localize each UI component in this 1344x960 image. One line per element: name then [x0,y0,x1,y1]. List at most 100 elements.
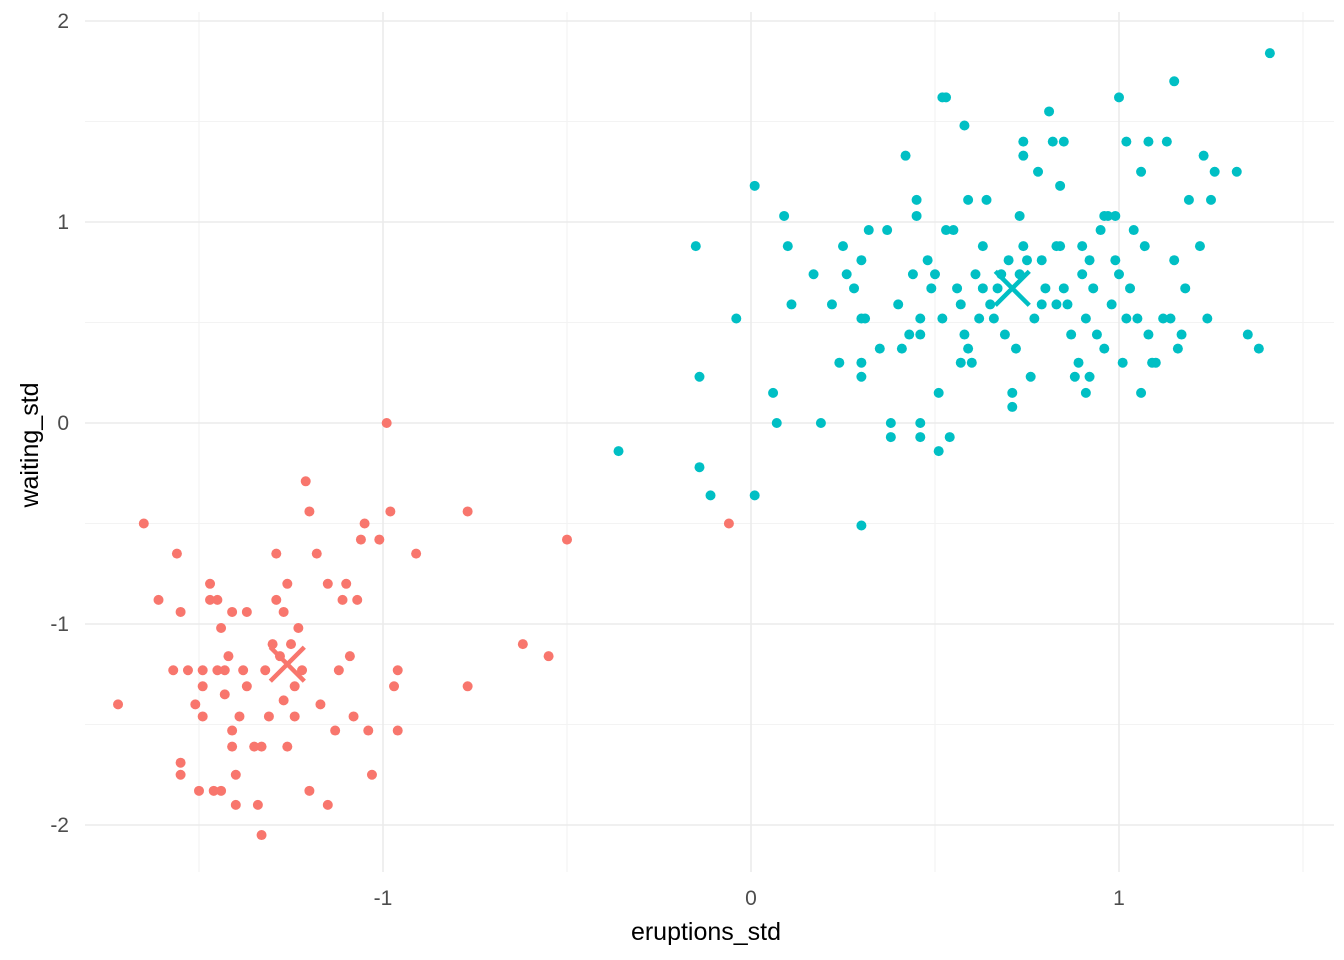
data-point [1117,357,1128,368]
data-point [175,769,186,780]
data-point [1088,283,1099,294]
data-point [1165,313,1176,324]
data-point [963,194,974,205]
data-point [915,432,926,443]
data-point [1080,387,1091,398]
data-point [863,225,874,236]
data-point [1231,166,1242,177]
data-point [392,665,403,676]
data-point [1206,194,1216,205]
data-point [267,639,278,650]
data-point [462,681,473,692]
data-point [219,665,230,676]
data-point [893,299,904,310]
data-point [882,225,893,236]
y-tick-label: 1 [57,211,69,234]
data-point [1033,166,1044,177]
data-point [856,255,867,266]
data-point [926,283,937,294]
data-point [856,371,867,382]
data-point [771,418,782,428]
y-tick-label: -2 [50,814,69,837]
data-point [1044,106,1055,117]
data-point [1010,343,1021,354]
data-point [1047,136,1058,147]
data-point [359,518,370,529]
data-point [363,725,374,736]
data-point [216,785,227,796]
data-point [227,725,238,736]
data-point [941,225,952,236]
data-point [282,741,293,752]
data-point [1132,313,1143,324]
data-point [1084,371,1095,382]
data-point [885,432,896,443]
data-point [1106,299,1117,310]
data-point [263,711,274,722]
data-point [1062,299,1073,310]
data-point [1077,269,1088,280]
data-point [1091,329,1102,340]
data-point [1176,329,1187,340]
data-point [1080,313,1091,324]
y-tick-label: 2 [57,10,69,33]
data-point [197,711,208,722]
data-point [915,313,926,324]
data-point [1110,210,1121,221]
data-point [1172,343,1183,354]
data-point [768,387,779,398]
data-point [322,578,333,589]
data-point [249,741,260,752]
data-point [723,518,734,529]
data-point [1099,343,1110,354]
data-point [1128,225,1139,236]
data-point [1202,313,1213,324]
data-point [1125,283,1136,294]
data-point [705,490,716,501]
data-point [1018,136,1029,147]
data-point [952,283,963,294]
data-point [826,299,837,310]
data-point [182,665,193,676]
data-point [271,594,282,605]
data-point [955,299,966,310]
data-point [1209,166,1220,177]
data-point [352,594,363,605]
data-point [190,699,201,710]
data-point [948,225,959,236]
data-point [543,651,554,662]
data-point [374,534,385,545]
data-point [1055,180,1066,191]
x-tick-label: -1 [374,887,393,910]
data-point [278,606,289,617]
data-point [977,283,988,294]
data-point [278,695,289,706]
data-point [896,343,907,354]
data-point [815,418,826,428]
y-tick-label: -1 [50,613,69,636]
data-point [293,623,304,634]
data-point [1066,329,1077,340]
data-point [205,594,216,605]
data-point [1022,255,1032,266]
data-point [197,665,208,676]
data-point [915,418,926,428]
data-point [841,269,852,280]
data-point [1114,269,1124,280]
data-point [959,120,970,131]
data-point [915,329,926,340]
data-point [1095,225,1106,236]
data-point [330,725,341,736]
data-point [171,548,182,559]
data-point [690,241,701,252]
data-point [282,578,293,589]
data-point [216,623,227,634]
data-point [381,418,392,428]
data-point [849,283,860,294]
data-point [1169,255,1180,266]
data-point [385,506,396,517]
data-point [966,357,977,368]
data-point [1253,343,1264,354]
data-point [1058,136,1069,147]
data-point [1018,150,1029,161]
